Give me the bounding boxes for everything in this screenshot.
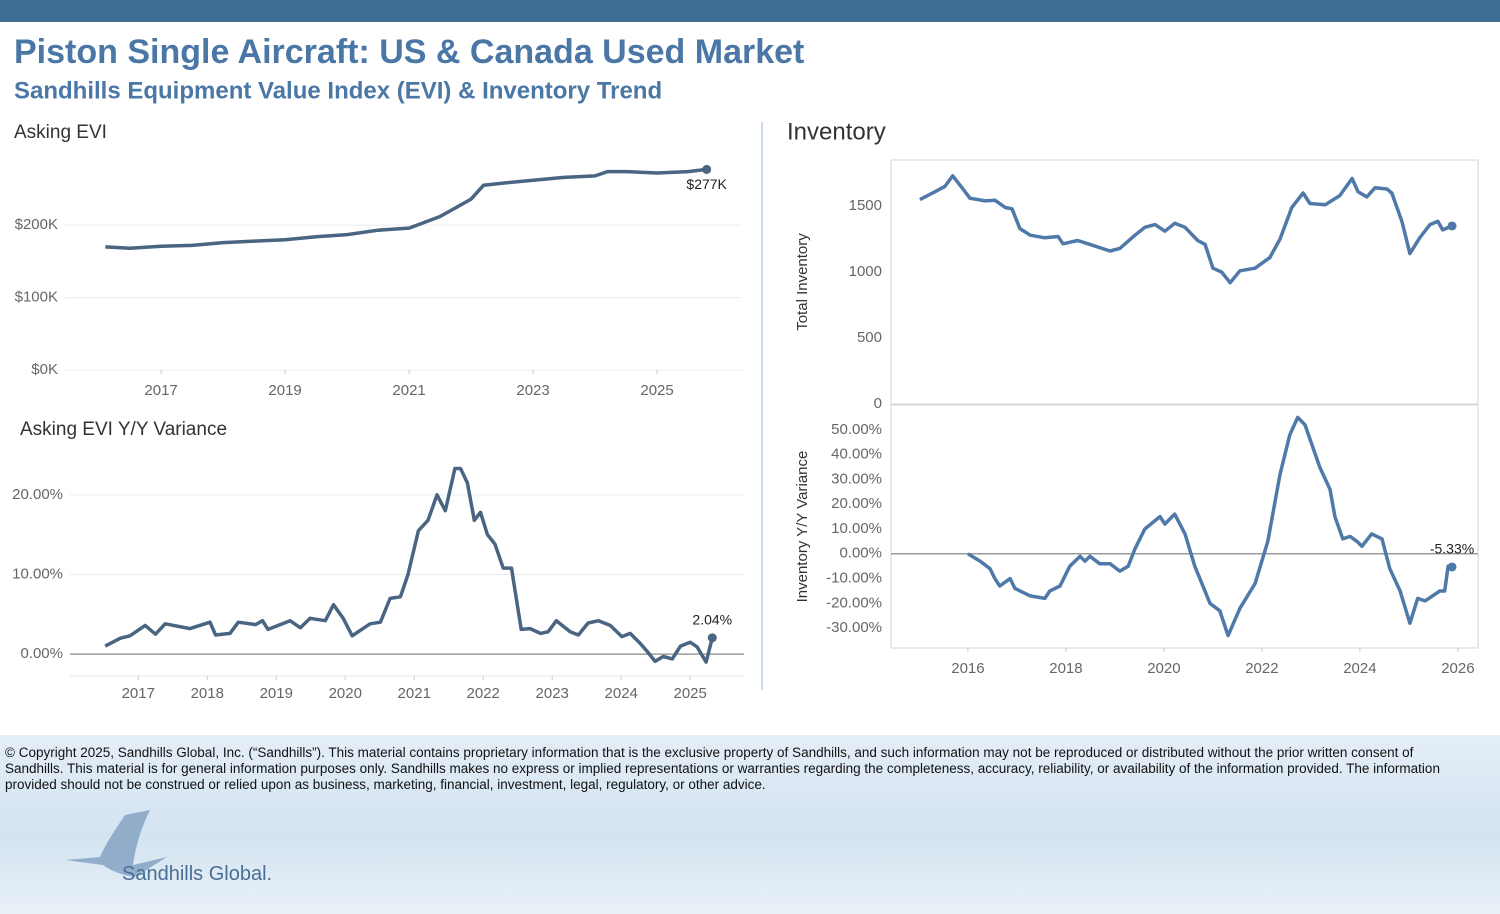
y-tick-label: 500 — [857, 329, 882, 346]
x-tick-label: 2024 — [1343, 660, 1376, 677]
x-tick-label: 2020 — [329, 685, 362, 702]
top-bar — [0, 0, 1500, 22]
x-tick-label: 2021 — [398, 685, 431, 702]
y-tick-label: 50.00% — [831, 421, 882, 438]
y-tick-label: 10.00% — [831, 520, 882, 537]
end-point — [702, 164, 712, 174]
y-axis-label: Inventory Y/Y Variance — [794, 451, 811, 603]
x-tick-label: 2022 — [1245, 660, 1278, 677]
plot-frame — [890, 404, 1479, 649]
y-tick-label: 0.00% — [20, 645, 63, 662]
x-tick-label: 2025 — [674, 685, 707, 702]
chart-title: Inventory — [787, 118, 886, 145]
plot-frame — [890, 159, 1479, 405]
page-title: Piston Single Aircraft: US & Canada Used… — [14, 33, 804, 71]
value-label: 2.04% — [692, 612, 732, 628]
y-tick-label: 20.00% — [831, 495, 882, 512]
x-tick-label: 2021 — [392, 382, 425, 399]
chart-title: Asking EVI — [14, 122, 107, 143]
y-tick-label: -10.00% — [826, 570, 882, 587]
y-tick-label: $0K — [31, 361, 58, 378]
chart-title: Asking EVI Y/Y Variance — [20, 419, 227, 440]
y-tick-label: 20.00% — [12, 486, 63, 503]
x-tick-label: 2024 — [605, 685, 638, 702]
y-tick-label: -30.00% — [826, 619, 882, 636]
footer: © Copyright 2025, Sandhills Global, Inc.… — [0, 735, 1500, 914]
end-point — [707, 633, 717, 643]
x-tick-label: 2022 — [467, 685, 500, 702]
x-tick-label: 2017 — [144, 382, 177, 399]
y-tick-label: 0.00% — [839, 545, 882, 562]
x-tick-label: 2023 — [516, 382, 549, 399]
y-tick-label: 10.00% — [12, 565, 63, 582]
x-tick-label: 2017 — [122, 685, 155, 702]
x-tick-label: 2019 — [268, 382, 301, 399]
data-line — [919, 174, 1453, 285]
chart-area: Piston Single Aircraft: US & Canada Used… — [0, 0, 1500, 702]
x-tick-label: 2019 — [260, 685, 293, 702]
x-tick-label: 2018 — [191, 685, 224, 702]
x-tick-label: 2016 — [951, 660, 984, 677]
y-axis-label: Total Inventory — [794, 233, 811, 331]
x-tick-label: 2023 — [536, 685, 569, 702]
data-line — [966, 415, 1453, 638]
x-tick-label: 2026 — [1441, 660, 1474, 677]
end-point — [1447, 562, 1457, 572]
value-label: -5.33% — [1430, 541, 1474, 557]
y-tick-label: 30.00% — [831, 470, 882, 487]
logo-text: Sandhills Global. — [122, 863, 273, 885]
y-tick-label: 40.00% — [831, 446, 882, 463]
y-tick-label: -20.00% — [826, 594, 882, 611]
data-line — [105, 167, 707, 251]
value-label: $277K — [686, 176, 727, 192]
x-tick-label: 2020 — [1147, 660, 1180, 677]
y-tick-label: $100K — [15, 289, 58, 306]
page-subtitle: Sandhills Equipment Value Index (EVI) & … — [14, 77, 662, 104]
end-point — [1447, 221, 1457, 231]
y-tick-label: $200K — [15, 216, 58, 233]
x-tick-label: 2018 — [1049, 660, 1082, 677]
copyright: © Copyright 2025, Sandhills Global, Inc.… — [5, 745, 1440, 792]
y-tick-label: 1000 — [849, 263, 882, 280]
y-tick-label: 1500 — [849, 197, 882, 214]
logo-icon — [65, 810, 167, 877]
data-line — [104, 466, 714, 664]
y-tick-label: 0 — [874, 395, 882, 412]
x-tick-label: 2025 — [640, 382, 673, 399]
